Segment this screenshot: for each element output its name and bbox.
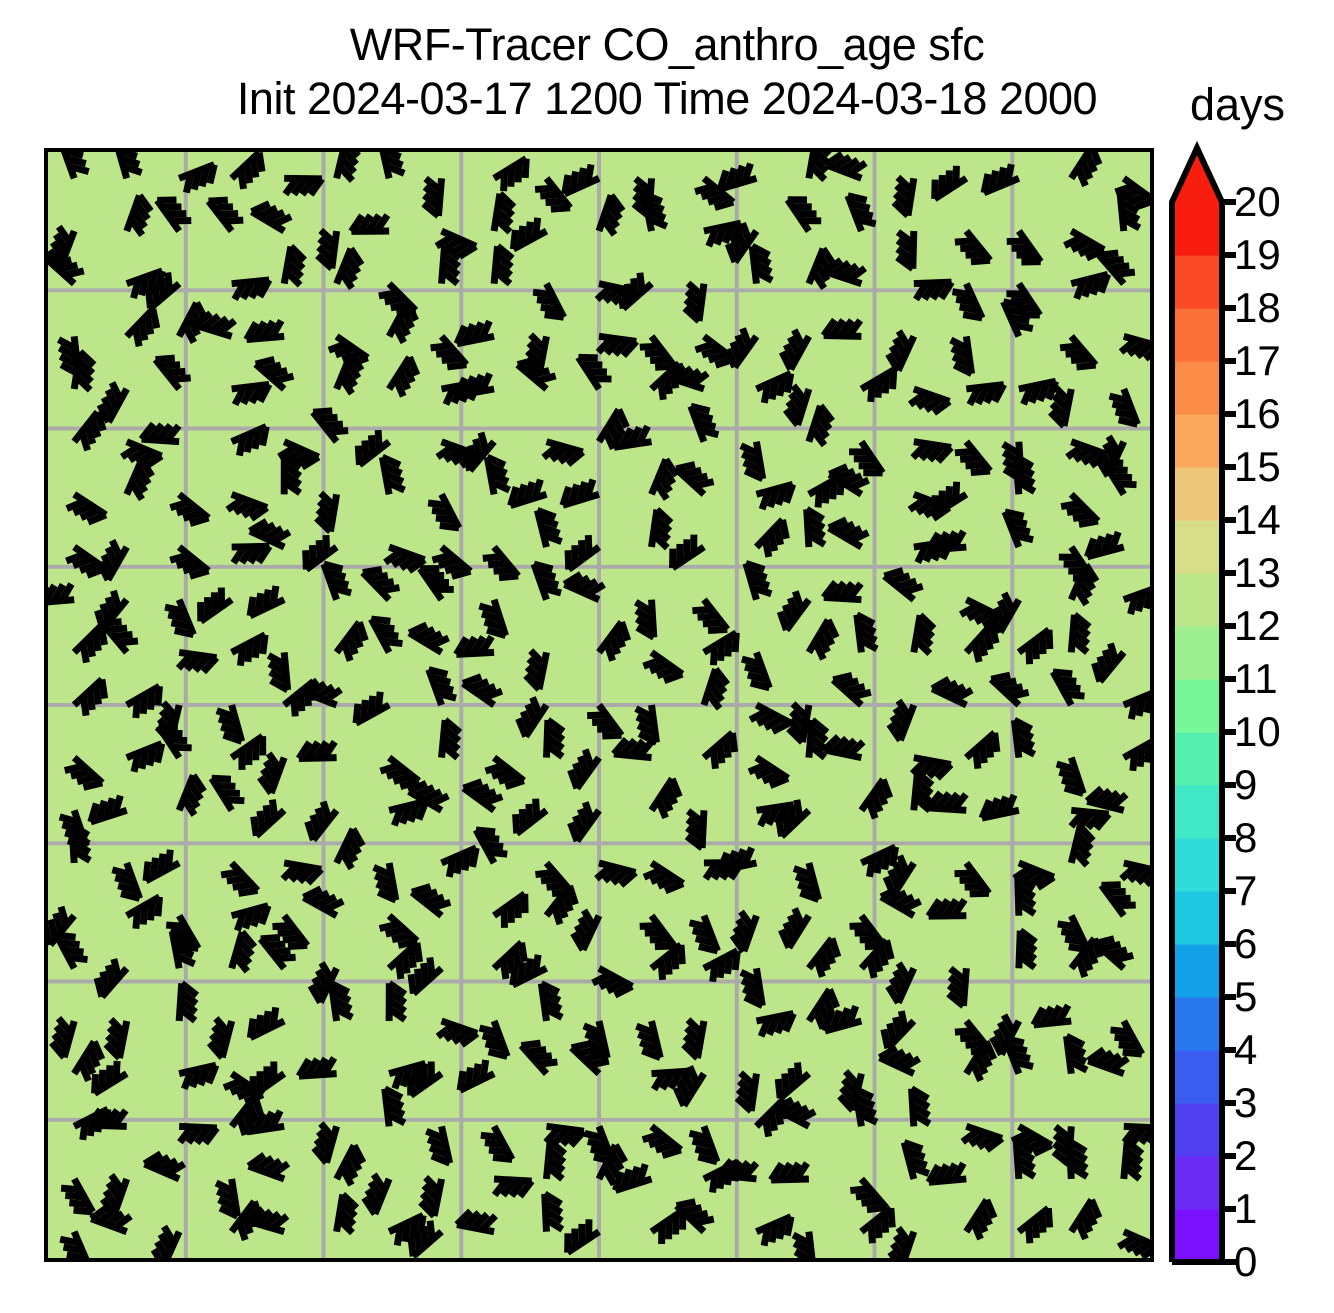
colorbar-extend-arrow [1172,148,1222,202]
colorbar-tick-label: 6 [1234,923,1257,965]
colorbar-tick-label: 20 [1234,181,1281,223]
colorbar-tick-label: 7 [1234,870,1257,912]
colorbar-band [1172,202,1222,256]
figure-canvas: WRF-Tracer CO_anthro_age sfc Init 2024-0… [0,0,1334,1313]
colorbar: 20 19 18 17 16 15 14 13 12 11 10 9 8 7 6 5 4 3 2 1 0 [1170,146,1226,1264]
colorbar-band [1172,679,1222,733]
colorbar-tick-label: 10 [1234,711,1281,753]
colorbar-tick-label: 14 [1234,499,1281,541]
colorbar-band [1172,785,1222,839]
colorbar-band [1172,414,1222,468]
colorbar-band [1172,838,1222,892]
colorbar-tick-label: 3 [1234,1082,1257,1124]
colorbar-band [1172,732,1222,786]
figure-title: WRF-Tracer CO_anthro_age sfc Init 2024-0… [0,18,1334,126]
colorbar-band [1172,1050,1222,1104]
colorbar-tick-label: 19 [1234,234,1281,276]
colorbar-tick-label: 17 [1234,340,1281,382]
colorbar-unit-label: days [1190,78,1285,132]
colorbar-band [1172,308,1222,362]
colorbar-band [1172,1103,1222,1157]
colorbar-tick-label: 1 [1234,1188,1257,1230]
colorbar-tick-label: 0 [1234,1241,1257,1283]
colorbar-tick-label: 16 [1234,393,1281,435]
colorbar-tick-label: 18 [1234,287,1281,329]
colorbar-band [1172,891,1222,945]
colorbar-band [1172,467,1222,521]
colorbar-band [1172,1156,1222,1210]
map-plot-area [44,148,1154,1262]
colorbar-band [1172,997,1222,1051]
colorbar-band [1172,944,1222,998]
colorbar-tick-label: 15 [1234,446,1281,488]
colorbar-tick-label: 4 [1234,1029,1257,1071]
colorbar-band [1172,573,1222,627]
colorbar-band [1172,361,1222,415]
colorbar-tick-label: 13 [1234,552,1281,594]
colorbar-gradient [1170,146,1226,1264]
colorbar-tick-label: 8 [1234,817,1257,859]
colorbar-tick-label: 2 [1234,1135,1257,1177]
title-line-1: WRF-Tracer CO_anthro_age sfc [0,18,1334,72]
colorbar-tick-label: 11 [1234,658,1278,700]
colorbar-tick-label: 5 [1234,976,1257,1018]
contour-field [48,152,1150,1258]
colorbar-band [1172,520,1222,574]
colorbar-tick-label: 9 [1234,764,1257,806]
title-line-2: Init 2024-03-17 1200 Time 2024-03-18 200… [0,72,1334,126]
colorbar-tick-label: 12 [1234,605,1281,647]
colorbar-band [1172,626,1222,680]
colorbar-band [1172,255,1222,309]
colorbar-band [1172,1209,1222,1263]
